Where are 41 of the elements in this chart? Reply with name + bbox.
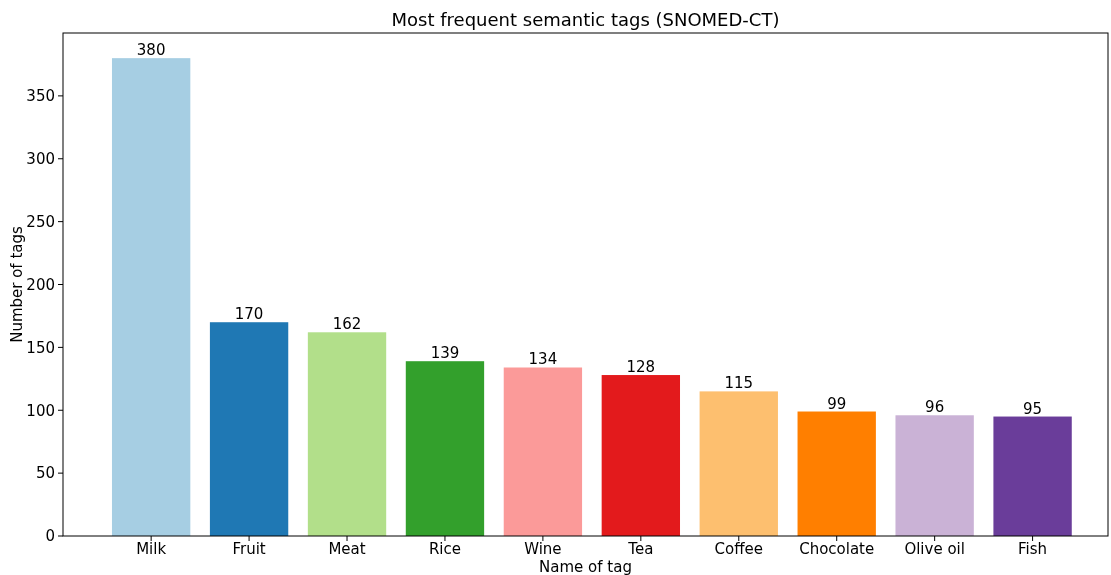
data-label: 380 bbox=[136, 41, 166, 60]
bar bbox=[895, 415, 974, 536]
bar bbox=[307, 332, 387, 536]
bar bbox=[111, 58, 191, 536]
data-label: 99 bbox=[827, 394, 847, 413]
data-label: 134 bbox=[528, 350, 558, 369]
data-label: 139 bbox=[430, 344, 460, 363]
data-label: 170 bbox=[234, 305, 264, 324]
y-tick-label: 0 bbox=[45, 527, 55, 546]
x-tick-label: Fruit bbox=[232, 540, 266, 558]
x-tick-label: Olive oil bbox=[904, 540, 965, 558]
x-tick-label: Milk bbox=[136, 540, 167, 558]
y-tick-label: 300 bbox=[26, 150, 55, 168]
x-tick-label: Rice bbox=[428, 540, 461, 558]
bar bbox=[601, 375, 681, 536]
bar bbox=[503, 367, 583, 536]
y-tick-label: 150 bbox=[26, 338, 55, 357]
x-tick-label: Wine bbox=[524, 540, 562, 558]
y-tick-label: 250 bbox=[26, 212, 55, 231]
bar bbox=[209, 322, 289, 536]
x-tick-label: Tea bbox=[627, 540, 654, 558]
y-tick-label: 200 bbox=[26, 275, 55, 294]
data-label: 96 bbox=[925, 398, 945, 417]
x-tick-label: Coffee bbox=[714, 540, 763, 558]
data-label: 128 bbox=[626, 358, 656, 377]
bar bbox=[993, 416, 1072, 536]
data-label: 95 bbox=[1023, 399, 1043, 418]
bar bbox=[405, 361, 485, 536]
x-axis-title: Name of tag bbox=[539, 558, 632, 575]
data-label: 115 bbox=[724, 374, 754, 393]
y-axis-title: Number of tags bbox=[8, 225, 26, 343]
y-tick-label: 100 bbox=[26, 401, 55, 420]
bar bbox=[699, 391, 778, 536]
data-label: 162 bbox=[332, 315, 362, 334]
x-tick-label: Chocolate bbox=[799, 540, 875, 558]
y-tick-label: 50 bbox=[35, 464, 55, 483]
x-tick-label: Meat bbox=[328, 540, 366, 558]
x-tick-label: Fish bbox=[1018, 540, 1048, 558]
chart-title: Most frequent semantic tags (SNOMED-CT) bbox=[391, 9, 780, 30]
y-tick-label: 350 bbox=[26, 87, 55, 106]
bar bbox=[797, 411, 876, 536]
